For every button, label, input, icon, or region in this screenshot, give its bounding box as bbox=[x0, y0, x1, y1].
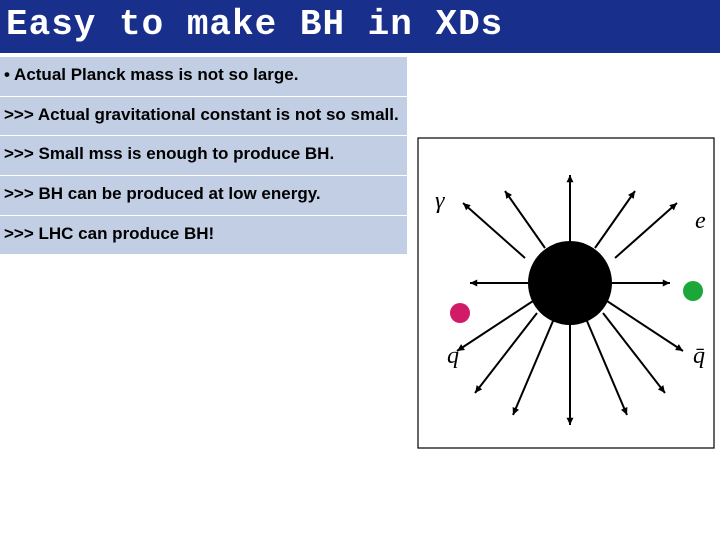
bullet-list: • Actual Planck mass is not so large. >>… bbox=[0, 53, 415, 523]
particle-label: e bbox=[695, 208, 706, 235]
content-row: • Actual Planck mass is not so large. >>… bbox=[0, 53, 720, 523]
bullet-item: >>> Actual gravitational constant is not… bbox=[0, 97, 407, 137]
particle-label: γ bbox=[435, 188, 444, 215]
page-title: Easy to make BH in XDs bbox=[6, 4, 714, 45]
title-bar: Easy to make BH in XDs bbox=[0, 0, 720, 53]
bullet-item: • Actual Planck mass is not so large. bbox=[0, 57, 407, 97]
particle-label: q̄ bbox=[693, 343, 705, 370]
bullet-item: >>> Small mss is enough to produce BH. bbox=[0, 136, 407, 176]
bullet-item: >>> LHC can produce BH! bbox=[0, 216, 407, 256]
bullet-item: >>> BH can be produced at low energy. bbox=[0, 176, 407, 216]
bh-decay-diagram: γ e q q̄ bbox=[415, 53, 720, 523]
diagram-svg bbox=[415, 53, 720, 483]
particle-label: q bbox=[447, 343, 459, 370]
